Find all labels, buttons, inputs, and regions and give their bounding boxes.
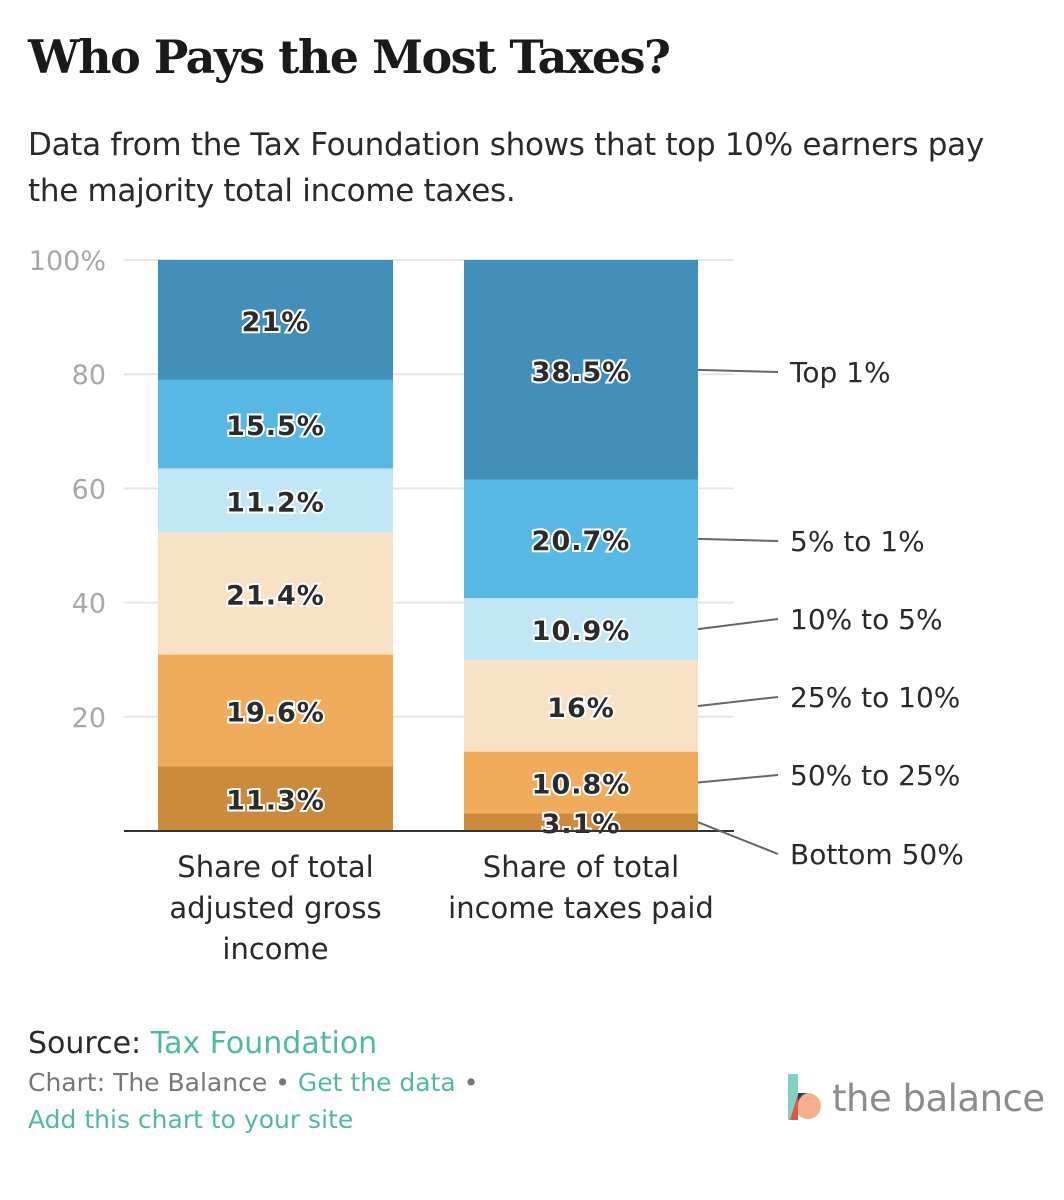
bar-value-label: 21.4% <box>226 580 325 611</box>
bar-segment <box>158 766 393 831</box>
legend-label: 10% to 5% <box>790 603 943 636</box>
bar-segment <box>158 468 393 533</box>
balance-logo-icon <box>788 1074 821 1120</box>
legend-label: 25% to 10% <box>790 681 960 714</box>
x-category-label: income taxes paid <box>448 891 714 925</box>
legend-label: Top 1% <box>789 356 891 389</box>
legend-leader-line <box>697 696 779 707</box>
bar-segment <box>464 660 698 752</box>
legend-leader-line <box>697 537 779 542</box>
y-tick-label: 40 <box>72 589 106 620</box>
chart-subtitle: Data from the Tax Foundation shows that … <box>28 127 984 209</box>
bar-value-label: 19.6% <box>226 698 325 729</box>
bar-value-label: 21% <box>242 307 310 338</box>
bullet-separator: • <box>275 1068 290 1097</box>
legend-leader-line <box>697 618 779 631</box>
legend-label: 50% to 25% <box>790 759 960 792</box>
bar-value-label: 11.3% <box>226 786 325 817</box>
the-balance-logo[interactable]: the balance <box>786 1074 1045 1122</box>
bar-value-label: 38.5% <box>532 357 631 388</box>
bar-segment <box>158 654 393 767</box>
credit-line: Chart: The Balance • Get the data • <box>28 1068 478 1097</box>
x-category-label: Share of total <box>177 850 373 884</box>
chart-title: Who Pays the Most Taxes? <box>28 30 671 84</box>
bar-value-label: 15.5% <box>226 411 325 442</box>
bar-segment <box>464 598 698 661</box>
y-tick-label: 60 <box>72 474 106 505</box>
bar-segment <box>158 379 393 469</box>
y-tick-label: 100% <box>29 246 106 277</box>
add-chart-line: Add this chart to your site <box>28 1105 353 1134</box>
x-category-label: income <box>222 932 328 966</box>
credit-text: Chart: The Balance <box>28 1068 268 1097</box>
stacked-bar-chart: 20 40 60 80 100% 11.3% 19.6% 21.4% 11.2% 15.5% 21%… <box>29 246 964 966</box>
bar-segment <box>464 751 698 814</box>
bar-segment <box>464 260 698 480</box>
x-category-label: Share of total <box>483 850 679 884</box>
add-chart-link[interactable]: Add this chart to your site <box>28 1105 354 1134</box>
bar-segment <box>158 532 393 655</box>
legend-leader-line <box>697 774 779 784</box>
bar-value-label: 10.8% <box>532 769 631 800</box>
bar-value-label: 16% <box>547 693 615 724</box>
x-category-label: adjusted gross <box>169 891 381 925</box>
legend-leader-line <box>697 368 779 373</box>
source-label: Source: <box>28 1026 142 1061</box>
bar-value-label: 20.7% <box>532 526 631 557</box>
source-link[interactable]: Tax Foundation <box>150 1026 378 1061</box>
y-tick-label: 20 <box>72 703 106 734</box>
bar-segment <box>464 479 698 599</box>
bar-segment <box>464 813 698 831</box>
y-tick-label: 80 <box>72 360 106 391</box>
legend-label: 5% to 1% <box>790 525 925 558</box>
legend-leader-line <box>697 821 779 855</box>
bar-value-label: 11.2% <box>226 487 325 518</box>
bar-value-label: 3.1% <box>542 809 621 840</box>
bar-value-label: 10.9% <box>532 616 631 647</box>
legend-label: Bottom 50% <box>790 838 964 871</box>
bullet-separator: • <box>463 1068 479 1097</box>
source-line: Source: Tax Foundation <box>28 1026 377 1061</box>
logo-text: the balance <box>832 1076 1045 1120</box>
bar-segment <box>158 260 393 380</box>
get-data-link[interactable]: Get the data <box>297 1068 456 1097</box>
